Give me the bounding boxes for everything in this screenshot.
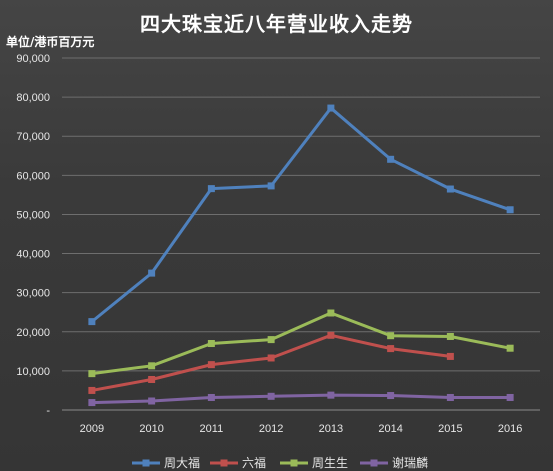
- data-point: [387, 155, 395, 163]
- data-point: [327, 331, 335, 339]
- x-tick-label: 2011: [200, 423, 224, 435]
- data-point: [148, 269, 156, 277]
- x-tick-label: 2009: [80, 423, 104, 435]
- data-point: [267, 182, 275, 190]
- legend-label: 周生生: [312, 456, 348, 470]
- series-line: [91, 333, 451, 392]
- y-tick-label: -: [46, 405, 50, 417]
- legend-item: 六福: [210, 455, 266, 470]
- data-point: [327, 391, 335, 399]
- data-point: [446, 352, 454, 360]
- x-tick-label: 2010: [139, 423, 163, 435]
- y-tick-label: 10,000: [16, 366, 50, 378]
- series-line: [91, 393, 511, 405]
- series-line: [90, 106, 511, 323]
- data-point: [387, 345, 395, 353]
- data-point: [267, 354, 275, 362]
- data-point: [506, 393, 514, 401]
- data-point: [267, 336, 275, 344]
- data-point: [327, 104, 335, 112]
- series-1: [88, 104, 514, 326]
- x-tick-label: 2014: [378, 423, 402, 435]
- series-line: [91, 311, 511, 376]
- data-point: [88, 399, 96, 407]
- chart-title: 四大珠宝近八年营业收入走势: [140, 12, 413, 36]
- series-2: [88, 331, 454, 394]
- x-tick-label: 2013: [319, 423, 343, 435]
- legend: 周大福 六福 周生生 谢瑞麟: [132, 455, 428, 470]
- data-point: [327, 309, 335, 317]
- data-point: [207, 185, 215, 193]
- legend-item: 周大福: [132, 455, 200, 470]
- y-tick-label: 60,000: [16, 170, 50, 182]
- x-axis-ticks: 2009 2010 2011 2012 2013 2014 2015 2016: [80, 423, 523, 435]
- data-point: [387, 392, 395, 400]
- data-point: [267, 392, 275, 400]
- legend-swatch-marker: [370, 459, 378, 467]
- data-point: [148, 362, 156, 370]
- unit-label: 单位/港币百万元: [6, 35, 95, 49]
- data-point: [446, 393, 454, 401]
- legend-swatch-marker: [290, 459, 298, 467]
- y-tick-label: 80,000: [16, 92, 50, 104]
- legend-label: 六福: [242, 455, 266, 470]
- legend-swatch-marker: [142, 459, 150, 467]
- gridlines: [62, 57, 540, 411]
- y-tick-label: 70,000: [16, 131, 50, 143]
- y-axis-ticks: - 10,000 20,000 30,000 40,000 50,000 60,000 70,…: [16, 53, 50, 417]
- data-point: [446, 185, 454, 193]
- legend-swatch-marker: [220, 459, 228, 467]
- series-lines: [88, 104, 514, 407]
- y-tick-label: 40,000: [16, 249, 50, 261]
- data-point: [88, 370, 96, 378]
- data-point: [506, 344, 514, 352]
- series-3: [88, 309, 514, 378]
- legend-item: 周生生: [280, 456, 348, 470]
- legend-label: 谢瑞麟: [392, 455, 428, 470]
- x-tick-label: 2016: [498, 423, 522, 435]
- data-point: [506, 206, 514, 214]
- y-tick-label: 50,000: [16, 209, 50, 221]
- y-tick-label: 30,000: [16, 288, 50, 300]
- x-tick-label: 2012: [259, 423, 283, 435]
- legend-label: 周大福: [164, 455, 200, 470]
- y-tick-label: 20,000: [16, 327, 50, 339]
- data-point: [207, 340, 215, 348]
- data-point: [207, 393, 215, 401]
- data-point: [207, 361, 215, 369]
- x-tick-label: 2015: [438, 423, 462, 435]
- data-point: [446, 332, 454, 340]
- data-point: [148, 397, 156, 405]
- data-point: [148, 375, 156, 383]
- data-point: [387, 332, 395, 340]
- data-point: [88, 386, 96, 394]
- data-point: [88, 318, 96, 326]
- y-tick-label: 90,000: [16, 53, 50, 65]
- legend-item: 谢瑞麟: [360, 455, 428, 470]
- series-4: [88, 391, 514, 407]
